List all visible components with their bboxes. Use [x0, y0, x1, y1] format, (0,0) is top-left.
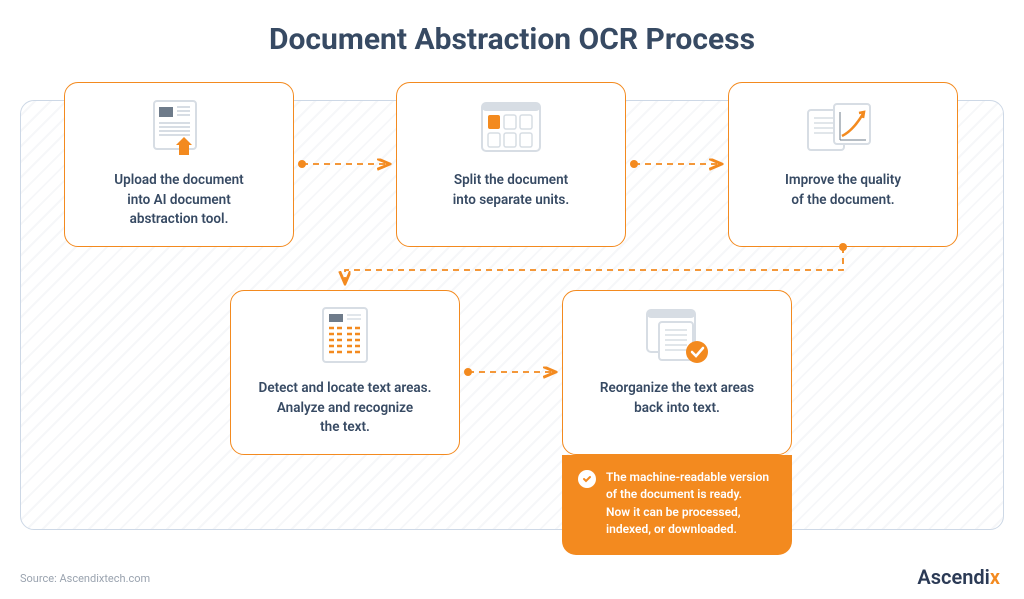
- card-detect-label: Detect and locate text areas. Analyze an…: [231, 379, 459, 438]
- page-title: Document Abstraction OCR Process: [0, 0, 1024, 57]
- card-split-label: Split the document into separate units.: [397, 171, 625, 210]
- reorg-icon: [563, 291, 791, 379]
- card-upload-label: Upload the document into AI document abs…: [65, 171, 293, 230]
- brand-part1: Ascendi: [917, 565, 989, 589]
- result-callout: The machine-readable version of the docu…: [562, 455, 792, 555]
- improve-icon: [729, 83, 957, 171]
- source-text: Source: Ascendixtech.com: [20, 572, 150, 585]
- card-improve-label: Improve the quality of the document.: [729, 171, 957, 210]
- split-icon: [397, 83, 625, 171]
- card-reorg: Reorganize the text areas back into text…: [562, 290, 792, 455]
- check-icon: [578, 470, 596, 488]
- upload-icon: [65, 83, 293, 171]
- card-split: Split the document into separate units.: [396, 82, 626, 247]
- detect-icon: [231, 291, 459, 379]
- brand-part2: x: [990, 565, 1000, 589]
- card-detect: Detect and locate text areas. Analyze an…: [230, 290, 460, 455]
- result-text: The machine-readable version of the docu…: [606, 469, 769, 539]
- card-improve: Improve the quality of the document.: [728, 82, 958, 247]
- card-reorg-label: Reorganize the text areas back into text…: [563, 379, 791, 418]
- brand-logo: Ascendix: [917, 565, 1000, 589]
- card-upload: Upload the document into AI document abs…: [64, 82, 294, 247]
